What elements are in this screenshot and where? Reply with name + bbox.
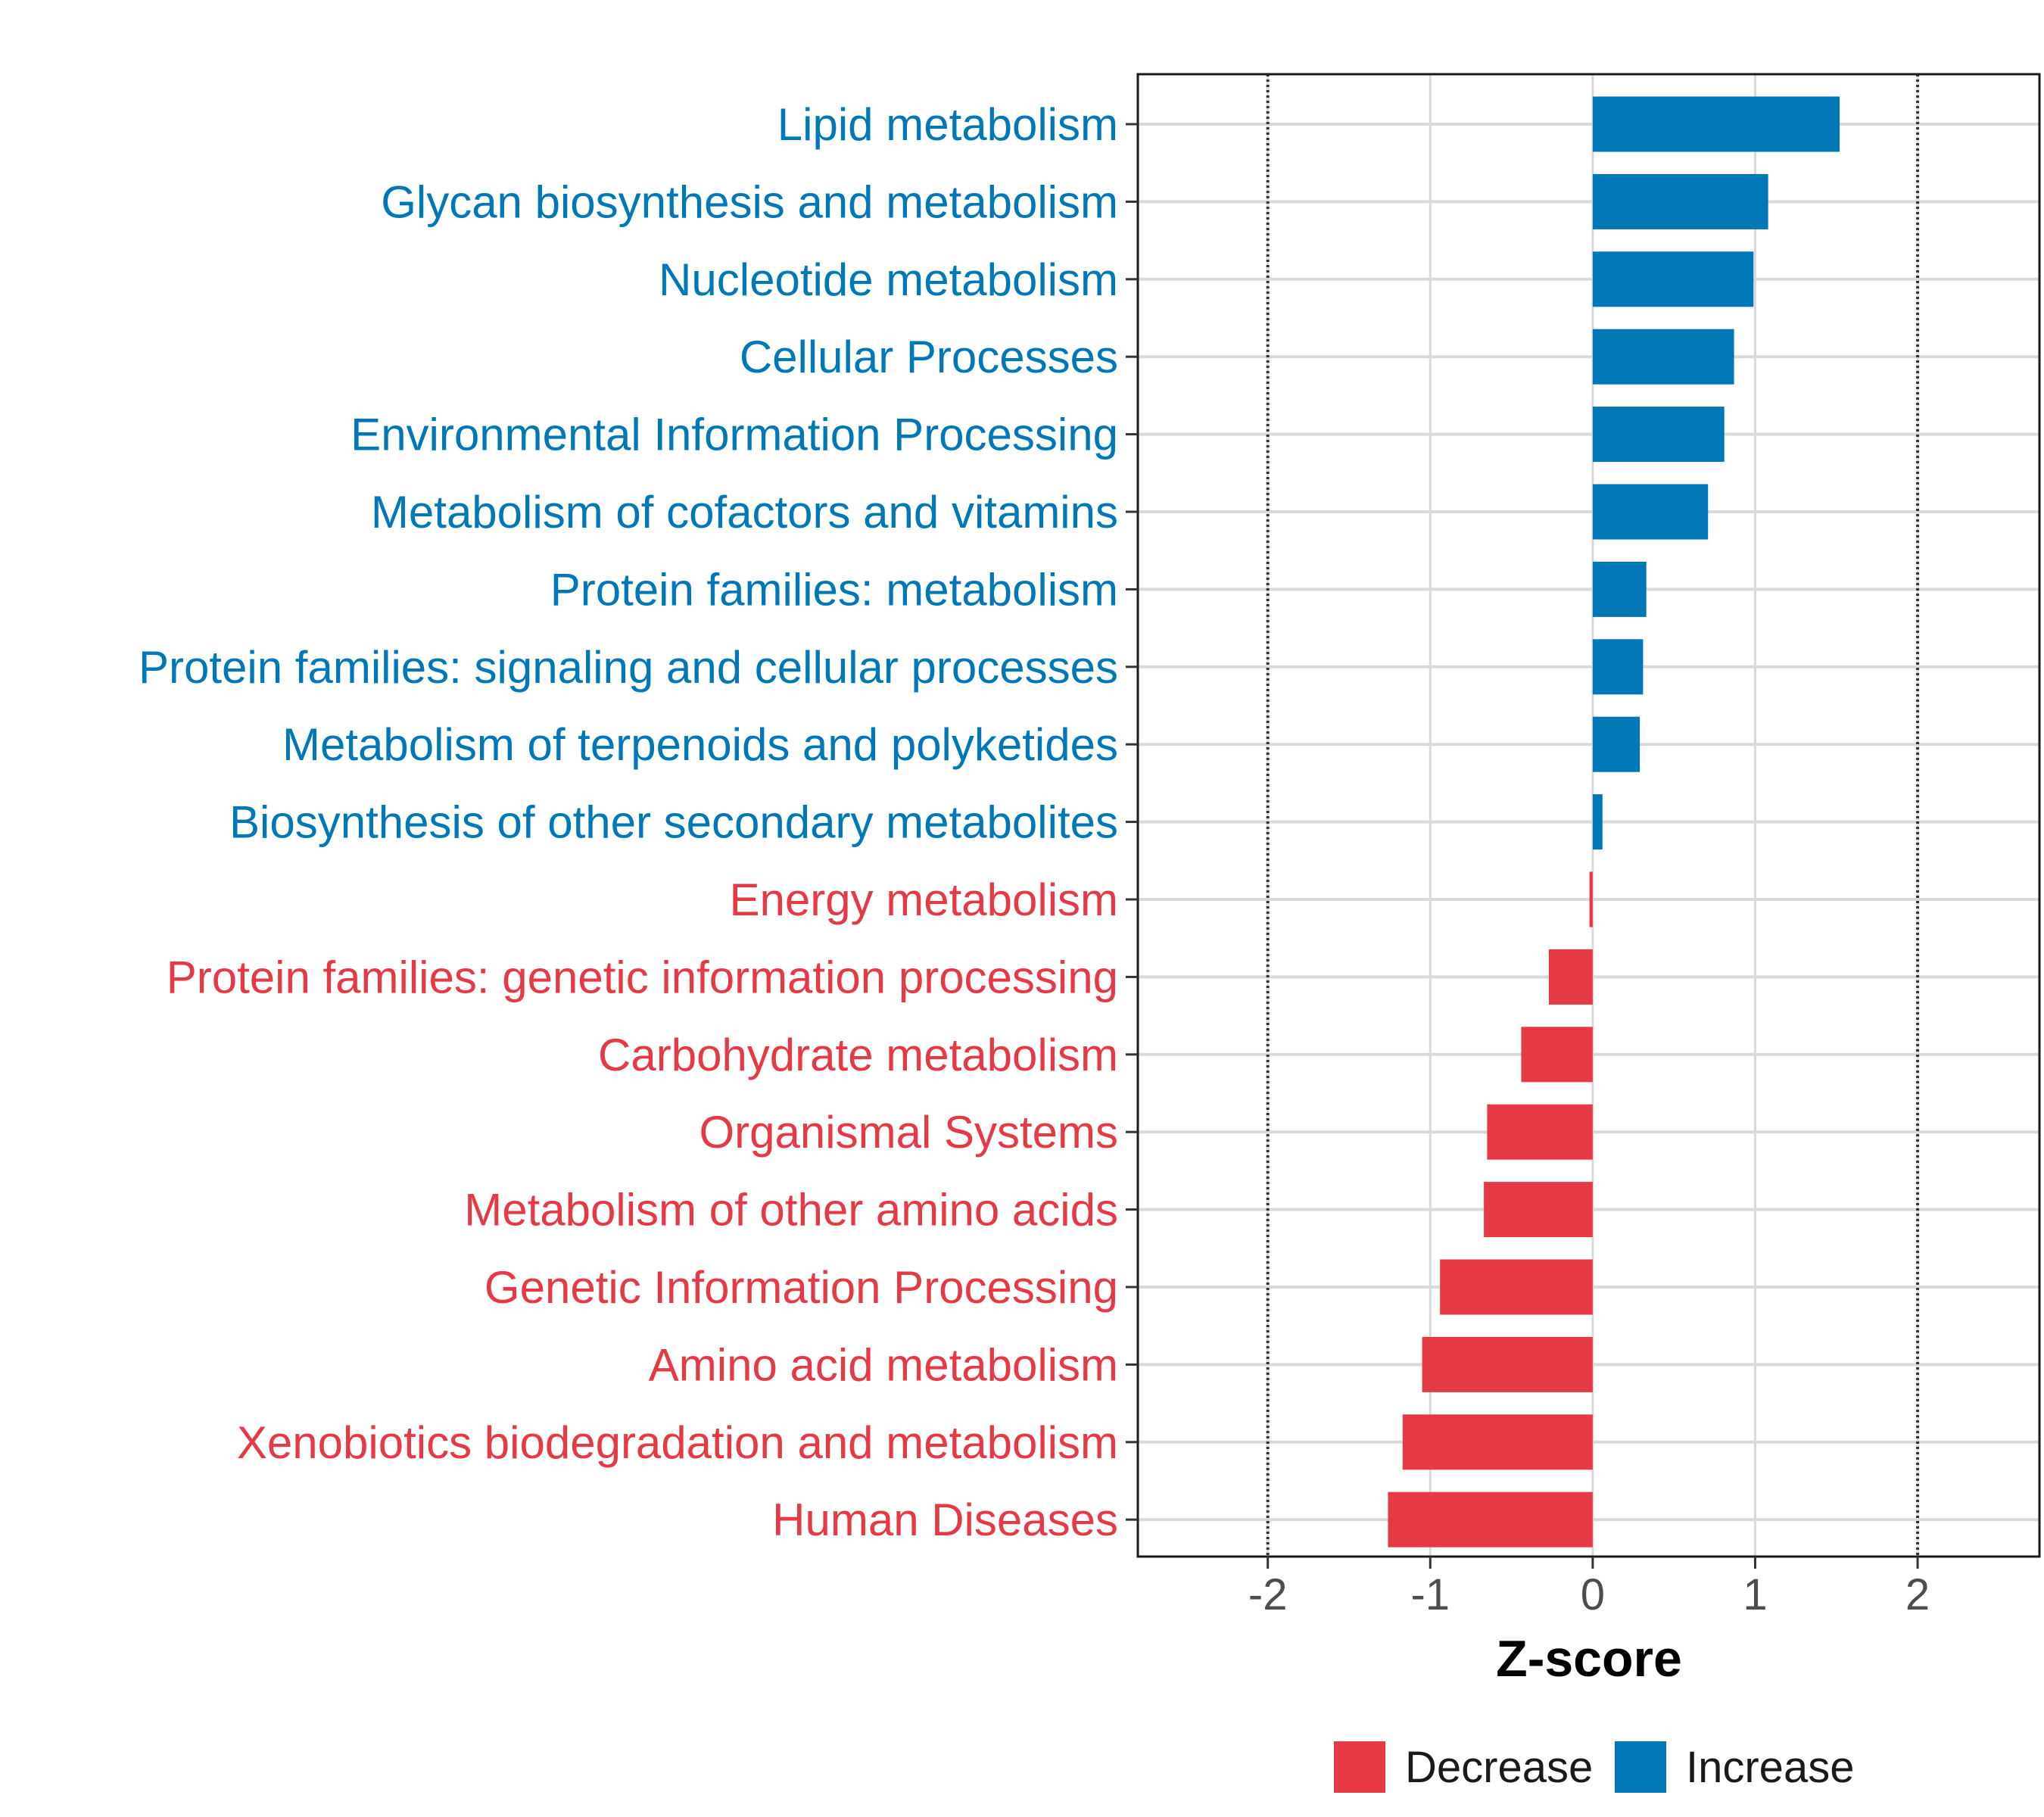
x-tick-label: 0	[1581, 1570, 1605, 1619]
category-label: Lipid metabolism	[777, 99, 1118, 150]
bar	[1592, 716, 1640, 772]
bar	[1440, 1259, 1593, 1315]
category-label: Carbohydrate metabolism	[598, 1030, 1118, 1080]
category-label: Protein families: genetic information pr…	[167, 952, 1118, 1002]
category-label: Amino acid metabolism	[649, 1339, 1118, 1390]
bar	[1592, 251, 1754, 307]
legend-swatch	[1334, 1741, 1385, 1793]
category-label: Genetic Information Processing	[485, 1262, 1118, 1313]
grid-layer	[1138, 74, 2039, 1557]
bar	[1592, 484, 1709, 540]
x-tick-label: -2	[1248, 1570, 1288, 1619]
category-label: Environmental Information Processing	[351, 410, 1118, 460]
category-label: Metabolism of other amino acids	[464, 1185, 1118, 1236]
category-label: Metabolism of cofactors and vitamins	[371, 487, 1118, 538]
bar	[1422, 1336, 1593, 1392]
category-label: Metabolism of terpenoids and polyketides	[282, 719, 1118, 770]
category-label: Organismal Systems	[700, 1107, 1118, 1158]
bar	[1592, 561, 1647, 617]
legend: Decrease Increase	[1334, 1741, 1854, 1793]
x-tick-label: 1	[1743, 1570, 1767, 1619]
category-label: Human Diseases	[772, 1494, 1118, 1545]
bar	[1592, 173, 1768, 229]
reference-lines-layer	[1266, 74, 1920, 1557]
bar	[1487, 1104, 1593, 1160]
bar	[1521, 1027, 1593, 1083]
bar	[1592, 96, 1840, 152]
bars-layer	[1388, 96, 1840, 1547]
category-label: Energy metabolism	[729, 874, 1118, 925]
category-label: Glycan biosynthesis and metabolism	[381, 176, 1118, 227]
bar	[1592, 794, 1603, 850]
legend-label: Decrease	[1405, 1743, 1593, 1792]
bar	[1592, 329, 1734, 385]
bar	[1388, 1491, 1593, 1547]
x-axis-title: Z-score	[1496, 1630, 1682, 1688]
legend-label: Increase	[1686, 1743, 1854, 1792]
legend-swatch	[1615, 1741, 1666, 1793]
panel-border	[1136, 73, 2041, 1558]
category-label: Xenobiotics biodegradation and metabolis…	[237, 1417, 1118, 1468]
category-label: Nucleotide metabolism	[659, 254, 1118, 305]
bar	[1402, 1414, 1593, 1470]
bar	[1592, 639, 1644, 695]
y-axis: Lipid metabolism Glycan biosynthesis and …	[139, 99, 1138, 1545]
category-label: Cellular Processes	[740, 332, 1118, 382]
category-label: Protein families: metabolism	[550, 564, 1118, 615]
bar	[1484, 1182, 1593, 1238]
bar	[1548, 949, 1593, 1005]
bar	[1592, 407, 1725, 463]
x-axis: -2 -1 0 1 2	[1248, 1557, 1930, 1619]
bar	[1589, 871, 1593, 927]
x-tick-label: 2	[1905, 1570, 1930, 1619]
x-tick-label: -1	[1410, 1570, 1450, 1619]
category-label: Biosynthesis of other secondary metaboli…	[229, 797, 1118, 848]
category-label: Protein families: signaling and cellular…	[139, 642, 1118, 693]
